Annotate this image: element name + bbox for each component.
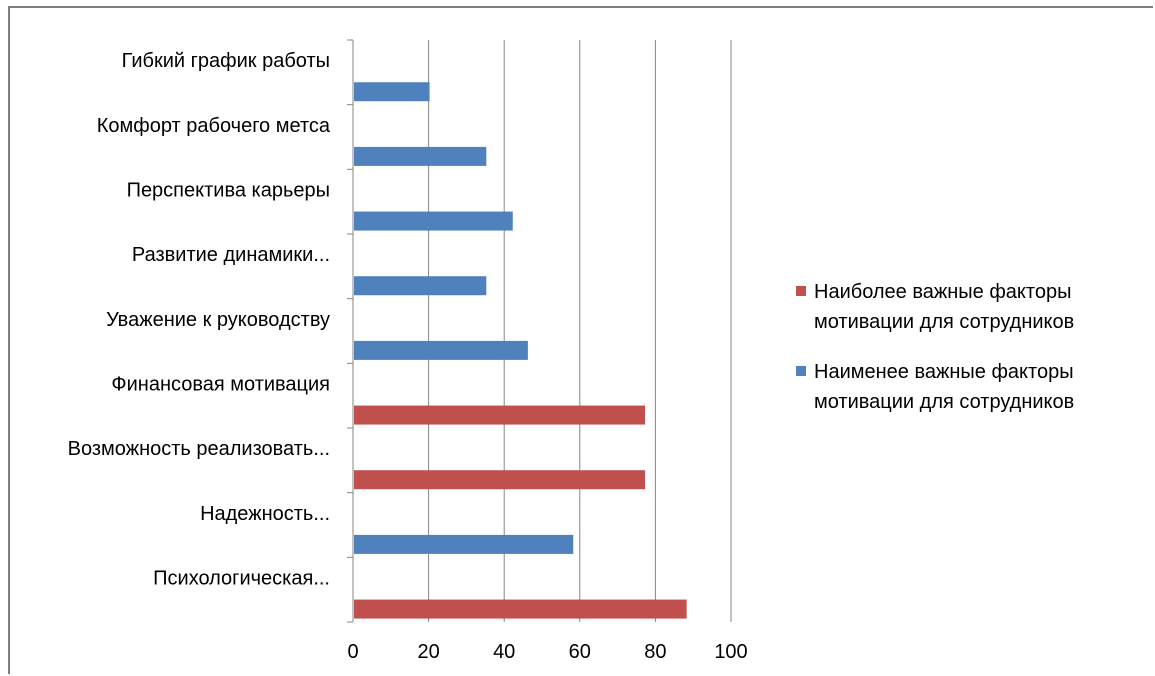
category-label: Уважение к руководству <box>106 309 330 331</box>
grid-lines <box>428 40 732 622</box>
bar <box>354 146 487 166</box>
category-label: Развитие динамики... <box>132 244 330 266</box>
legend: Наиболее важные факторы мотивации для сот… <box>796 281 1074 413</box>
bar <box>354 211 513 231</box>
legend-swatch <box>796 366 806 376</box>
x-tick-label: 80 <box>644 641 666 663</box>
category-labels: Психологическая... Надежность... Возможнос… <box>68 50 331 589</box>
bars <box>354 82 687 619</box>
legend-entry-line: Наименее важные факторы <box>814 361 1074 383</box>
x-tick-label: 100 <box>714 641 747 663</box>
axes <box>347 39 354 623</box>
x-tick-label: 60 <box>569 641 591 663</box>
bar <box>354 405 646 425</box>
bar <box>354 534 574 554</box>
bar <box>354 276 487 296</box>
legend-swatch <box>796 286 806 296</box>
x-tick-labels: 0 20 40 60 80 100 <box>347 641 747 663</box>
bar <box>354 340 528 360</box>
legend-entry-line: Наиболее важные факторы <box>814 281 1071 303</box>
chart-frame <box>8 6 1153 674</box>
category-label: Психологическая... <box>153 567 330 589</box>
bar <box>354 599 687 619</box>
category-label: Финансовая мотивация <box>111 373 330 395</box>
x-tick-label: 20 <box>417 641 439 663</box>
legend-entry-line: мотивации для сотрудников <box>814 311 1074 333</box>
category-label: Возможность реализовать... <box>68 438 330 460</box>
legend-entry-line: мотивации для сотрудников <box>814 391 1074 413</box>
category-label: Гибкий график работы <box>122 50 330 72</box>
category-label: Комфорт рабочего метса <box>97 115 331 137</box>
legend-entry: Наименее важные факторы мотивации для сот… <box>814 361 1074 413</box>
x-tick-label: 0 <box>347 641 358 663</box>
x-tick-label: 40 <box>493 641 515 663</box>
bar <box>354 82 430 102</box>
category-label: Надежность... <box>200 503 330 525</box>
category-label: Перспектива карьеры <box>127 179 330 201</box>
legend-entry: Наиболее важные факторы мотивации для сот… <box>814 281 1074 333</box>
bar <box>354 470 646 490</box>
